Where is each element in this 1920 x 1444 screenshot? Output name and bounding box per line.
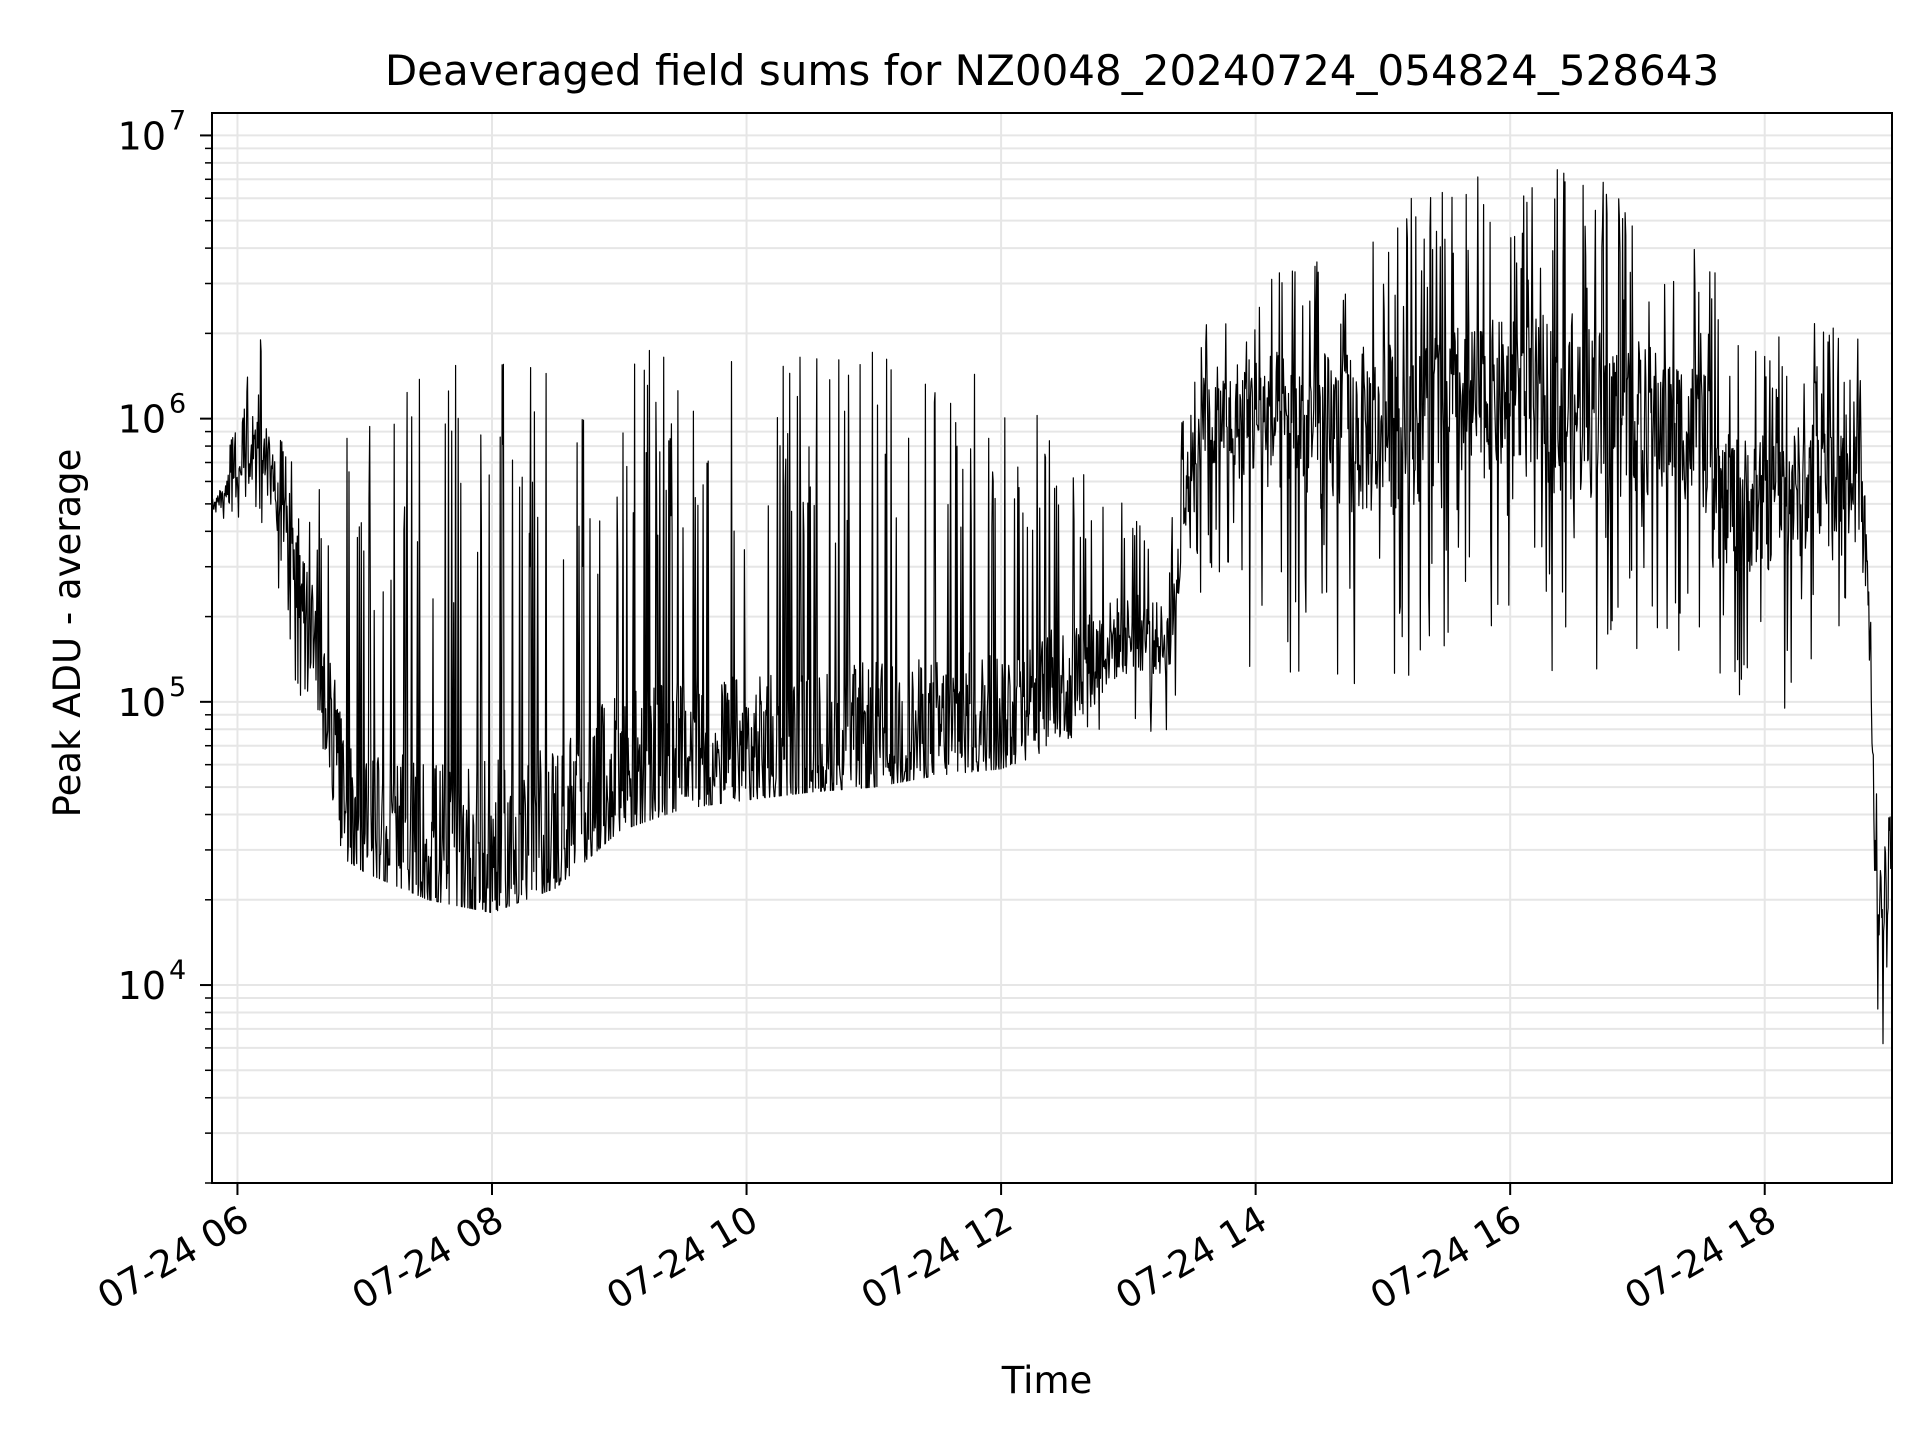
y-axis-label: Peak ADU - average	[46, 449, 89, 818]
x-tick-label: 07-24 14	[1109, 1198, 1275, 1318]
y-tick-label: 10	[118, 964, 166, 1008]
series-layer	[211, 169, 1893, 1045]
chart-title: Deaveraged field sums for NZ0048_2024072…	[385, 46, 1719, 95]
x-tick-label: 07-24 12	[854, 1198, 1020, 1318]
x-axis-label: Time	[1001, 1359, 1093, 1402]
x-tick-label: 07-24 10	[599, 1198, 765, 1318]
y-tick-exponent: 4	[169, 955, 186, 986]
y-tick-exponent: 7	[169, 105, 186, 136]
y-tick-exponent: 5	[169, 672, 186, 703]
y-tick-label: 10	[118, 398, 166, 442]
x-axis: 07-24 06 07-24 08 07-24 10 07-24 12 07-24 14…	[90, 1183, 1783, 1318]
y-tick-exponent: 6	[169, 389, 186, 420]
x-tick-label: 07-24 16	[1363, 1198, 1529, 1318]
series-line	[211, 169, 1893, 1045]
x-tick-label: 07-24 08	[345, 1198, 511, 1318]
plot-frame	[211, 112, 1893, 1184]
y-tick-label: 10	[118, 681, 166, 725]
x-tick-label: 07-24 06	[90, 1198, 256, 1318]
y-tick-label: 10	[118, 114, 166, 158]
x-tick-label: 07-24 18	[1618, 1198, 1784, 1318]
